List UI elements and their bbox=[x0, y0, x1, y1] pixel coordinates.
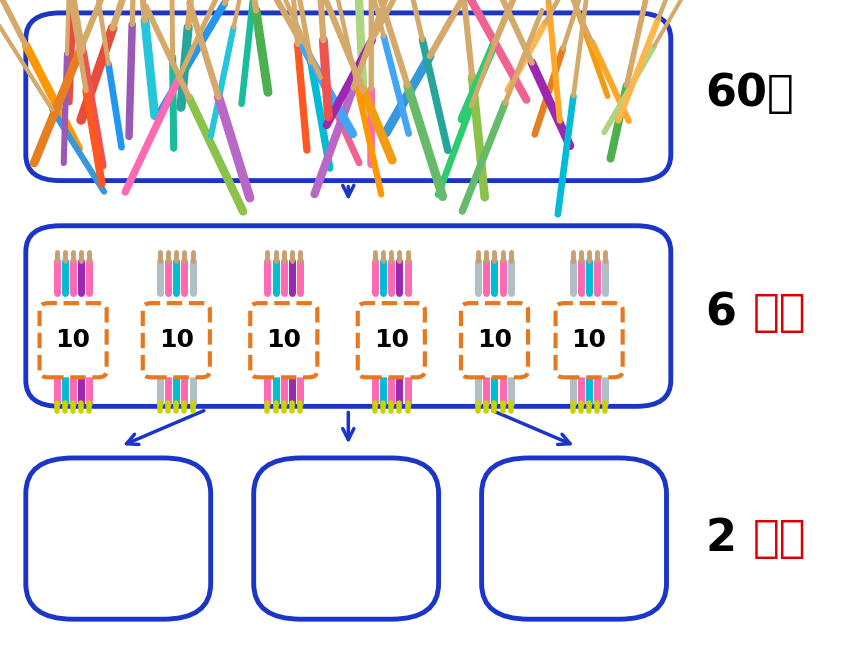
FancyBboxPatch shape bbox=[254, 458, 439, 619]
Text: 60根: 60根 bbox=[705, 72, 794, 115]
FancyBboxPatch shape bbox=[556, 303, 623, 377]
FancyBboxPatch shape bbox=[26, 458, 211, 619]
Text: 10: 10 bbox=[374, 328, 408, 352]
Text: 2: 2 bbox=[705, 517, 736, 560]
Text: 10: 10 bbox=[267, 328, 301, 352]
Text: 10: 10 bbox=[572, 328, 606, 352]
FancyBboxPatch shape bbox=[358, 303, 425, 377]
Text: 个十: 个十 bbox=[752, 517, 806, 560]
Text: 6: 6 bbox=[705, 292, 736, 334]
Text: 10: 10 bbox=[159, 328, 194, 352]
FancyBboxPatch shape bbox=[143, 303, 210, 377]
FancyBboxPatch shape bbox=[40, 303, 107, 377]
Text: 10: 10 bbox=[56, 328, 90, 352]
FancyBboxPatch shape bbox=[26, 13, 671, 181]
Text: 个十: 个十 bbox=[752, 292, 806, 334]
Text: 10: 10 bbox=[477, 328, 512, 352]
FancyBboxPatch shape bbox=[250, 303, 317, 377]
FancyBboxPatch shape bbox=[461, 303, 528, 377]
FancyBboxPatch shape bbox=[26, 226, 671, 406]
FancyBboxPatch shape bbox=[482, 458, 666, 619]
